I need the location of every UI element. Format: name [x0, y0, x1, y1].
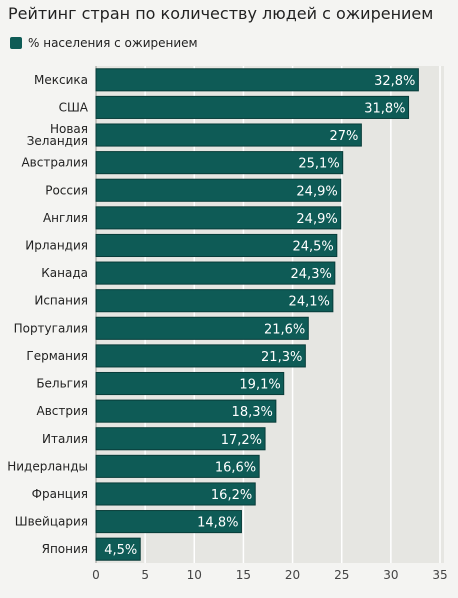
data-label: 24,9%	[296, 212, 337, 227]
data-label: 21,3%	[261, 350, 302, 365]
bar	[95, 206, 342, 230]
data-label: 21,6%	[264, 322, 305, 337]
data-label: 17,2%	[221, 433, 262, 448]
bar	[95, 233, 338, 258]
category-label: Ирландия	[25, 238, 88, 252]
legend-swatch	[10, 37, 22, 49]
category-label: Нидерланды	[7, 459, 88, 473]
x-tick-label: 15	[236, 568, 251, 582]
bar	[95, 68, 419, 92]
category-label: Португалия	[14, 321, 88, 335]
category-label: Австрия	[36, 404, 88, 418]
x-tick-label: 10	[187, 568, 202, 582]
plot-area	[96, 66, 444, 563]
bar	[95, 178, 342, 202]
category-label: Япония	[42, 542, 88, 556]
x-tick-label: 0	[92, 568, 100, 582]
data-label: 24,3%	[291, 267, 332, 282]
bar	[95, 95, 410, 119]
category-label: Швейцария	[15, 515, 88, 529]
x-tick-label: 20	[285, 568, 300, 582]
bar	[95, 454, 260, 478]
bar	[95, 537, 141, 561]
data-label: 24,1%	[289, 295, 330, 310]
bar	[95, 399, 277, 423]
x-tick-label: 35	[432, 568, 447, 582]
legend: % населения с ожирением	[10, 36, 198, 50]
category-label: Италия	[42, 432, 88, 446]
bar	[95, 261, 336, 285]
bar	[95, 371, 285, 396]
data-label: 4,5%	[104, 543, 137, 558]
bar	[95, 510, 242, 534]
category-label: Англия	[43, 211, 88, 225]
bar	[95, 151, 344, 175]
x-tick-label: 30	[383, 568, 398, 582]
bar	[95, 344, 306, 368]
bar	[95, 316, 309, 340]
data-label: 19,1%	[239, 378, 280, 393]
data-label: 27%	[329, 129, 358, 144]
chart-title: Рейтинг стран по количеству людей с ожир…	[8, 4, 434, 23]
data-label: 24,9%	[296, 184, 337, 199]
data-label: 16,6%	[215, 460, 256, 475]
bar	[95, 123, 362, 147]
category-label: Мексика	[34, 73, 88, 87]
category-label: Австралия	[21, 156, 88, 170]
bar	[95, 482, 256, 506]
data-label: 16,2%	[211, 488, 252, 503]
legend-label: % населения с ожирением	[28, 36, 198, 50]
data-label: 18,3%	[232, 405, 273, 420]
category-label: США	[59, 100, 89, 114]
data-label: 24,5%	[292, 239, 333, 254]
bar	[95, 427, 266, 451]
category-label: Россия	[45, 183, 88, 197]
category-label: Испания	[34, 294, 88, 308]
data-label: 14,8%	[197, 516, 238, 531]
category-label: Канада	[41, 266, 88, 280]
bar	[95, 289, 334, 313]
data-label: 32,8%	[374, 74, 415, 89]
x-tick-label: 5	[141, 568, 149, 582]
category-label: Франция	[32, 487, 88, 501]
x-tick-label: 25	[334, 568, 349, 582]
category-label: Германия	[26, 349, 88, 363]
category-label: Новая Зеландия	[27, 122, 88, 148]
data-label: 31,8%	[364, 101, 405, 116]
data-label: 25,1%	[298, 157, 339, 172]
category-label: Бельгия	[36, 377, 88, 391]
